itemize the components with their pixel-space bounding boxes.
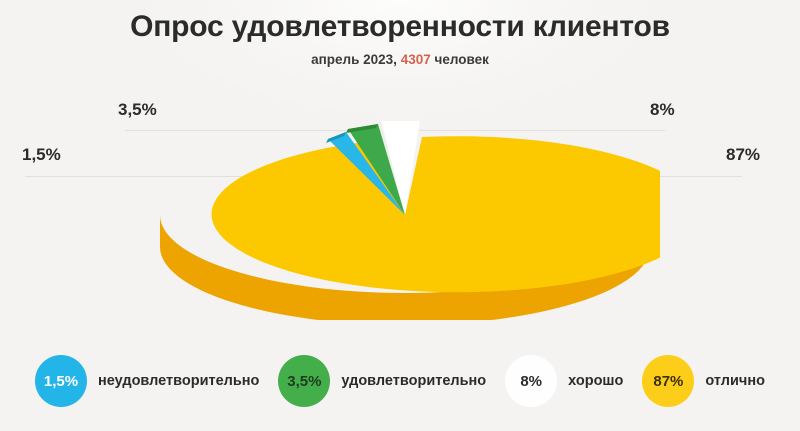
- pie-slice-excellent: [211, 136, 660, 293]
- leader-line-top-left: [125, 130, 415, 131]
- callout-label-excellent: 87%: [726, 145, 761, 164]
- pie-slice-unsatisfactory-side: [326, 132, 346, 143]
- respondent-count: 4307: [400, 52, 431, 67]
- legend-label-excellent: отлично: [705, 373, 765, 389]
- pie-slice-good: [381, 121, 420, 215]
- legend-label-satisfactory: удовлетворительно: [341, 373, 487, 389]
- legend-bubble-excellent: 87%: [642, 355, 695, 407]
- pie-chart: [150, 95, 660, 320]
- page-title: Опрос удовлетворенности клиентов: [130, 10, 670, 43]
- legend-bubble-unsatisfactory: 1,5%: [35, 355, 88, 407]
- subtitle-prefix: апрель 2023,: [311, 52, 401, 67]
- legend-item-excellent[interactable]: 87% отлично: [642, 355, 765, 407]
- legend-bubble-good: 8%: [505, 355, 558, 407]
- legend-item-satisfactory[interactable]: 3,5% удовлетворительно: [278, 355, 505, 407]
- callout-label-unsatisfactory: 1,5%: [22, 145, 61, 164]
- pie-side-excellent: [160, 215, 650, 320]
- legend-label-unsatisfactory: неудовлетворительно: [98, 373, 260, 389]
- leader-line-bottom-left: [25, 176, 360, 177]
- chart-header: Опрос удовлетворенности клиентов апрель …: [0, 8, 800, 68]
- pie-chart-svg: [160, 121, 660, 320]
- legend-bubble-satisfactory: 3,5%: [278, 355, 331, 407]
- legend-label-good: хорошо: [568, 373, 624, 389]
- legend-item-unsatisfactory[interactable]: 1,5% неудовлетворительно: [35, 355, 278, 407]
- chart-subtitle: апрель 2023, 4307 человек: [0, 51, 800, 68]
- pie-slice-unsatisfactory: [328, 132, 405, 215]
- leader-line-top-right: [395, 130, 665, 131]
- callout-label-good: 8%: [650, 100, 675, 119]
- pie-slice-satisfactory: [348, 124, 405, 215]
- callout-label-satisfactory: 3,5%: [118, 100, 157, 119]
- pie-slice-good-edge: [379, 121, 405, 215]
- pie-slice-satisfactory-side: [346, 124, 378, 133]
- chart-legend: 1,5% неудовлетворительно 3,5% удовлетвор…: [0, 348, 800, 414]
- subtitle-suffix: человек: [430, 52, 489, 67]
- legend-item-good[interactable]: 8% хорошо: [505, 355, 642, 407]
